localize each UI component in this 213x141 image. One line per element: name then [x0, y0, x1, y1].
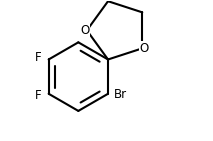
Text: F: F: [35, 51, 42, 64]
Text: Br: Br: [114, 89, 127, 102]
Text: O: O: [140, 42, 149, 55]
Text: F: F: [35, 89, 42, 102]
Text: O: O: [80, 24, 89, 37]
